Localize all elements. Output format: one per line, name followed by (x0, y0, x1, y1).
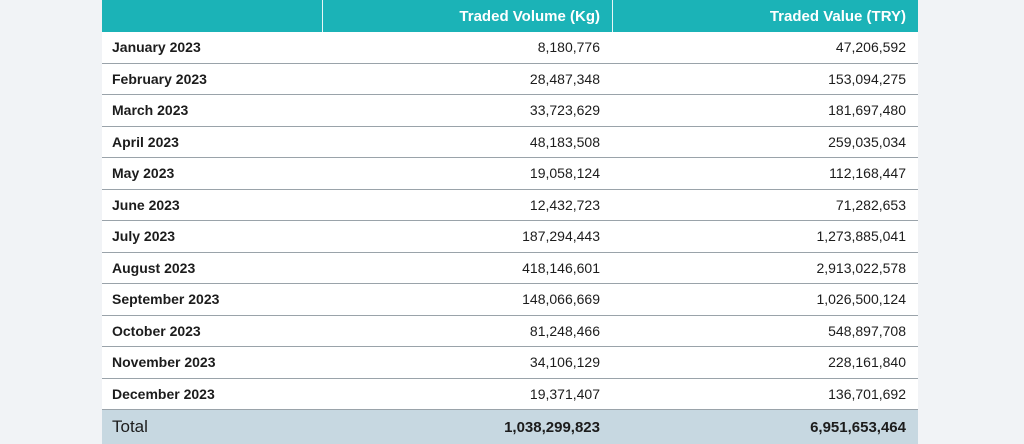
table-row: February 2023 28,487,348 153,094,275 (102, 63, 918, 95)
number-cell: 181,697,480 (828, 102, 906, 119)
number-cell: 136,701,692 (828, 385, 906, 402)
number-cell: 33,723,629 (529, 102, 600, 119)
total-cell: 6,951,653,464 (810, 418, 906, 436)
number-cell: 34,106,129 (529, 354, 600, 371)
header-cell (102, 0, 322, 32)
month-cell: October 2023 (112, 322, 201, 339)
table-row: April 2023 48,183,508 259,035,034 (102, 126, 918, 158)
number-cell: 148,066,669 (522, 291, 600, 308)
month-cell: November 2023 (112, 354, 216, 371)
table-row: November 2023 34,106,129 228,161,840 (102, 347, 918, 379)
number-cell: 28,487,348 (529, 70, 600, 87)
number-cell: 548,897,708 (828, 322, 906, 339)
number-cell: 112,168,447 (829, 165, 906, 182)
number-cell: 228,161,840 (828, 354, 906, 371)
total-label: Total (112, 417, 148, 436)
table-row: July 2023 187,294,443 1,273,885,041 (102, 221, 918, 253)
number-cell: 418,146,601 (522, 259, 600, 276)
header-cell: Traded Volume (Kg) (322, 0, 612, 32)
month-cell: December 2023 (112, 385, 215, 402)
month-cell: June 2023 (112, 196, 180, 213)
total-cell: 1,038,299,823 (504, 418, 600, 436)
number-cell: 81,248,466 (529, 322, 600, 339)
table-row: June 2023 12,432,723 71,282,653 (102, 189, 918, 221)
total-row: Total 1,038,299,823 6,951,653,464 (102, 410, 918, 444)
month-cell: April 2023 (112, 133, 179, 150)
month-cell: July 2023 (112, 228, 176, 245)
table-row: December 2023 19,371,407 136,701,692 (102, 378, 918, 410)
number-cell: 1,026,500,124 (816, 291, 906, 308)
table-row: October 2023 81,248,466 548,897,708 (102, 315, 918, 347)
number-cell: 48,183,508 (529, 133, 600, 150)
number-cell: 12,432,723 (529, 196, 600, 213)
number-cell: 19,371,407 (529, 385, 600, 402)
number-cell: 187,294,443 (522, 228, 600, 245)
month-cell: May 2023 (112, 165, 175, 182)
header-row: Traded Volume (Kg) Traded Value (TRY) (102, 0, 918, 32)
number-cell: 259,035,034 (828, 133, 906, 150)
month-cell: February 2023 (112, 70, 207, 87)
number-cell: 2,913,022,578 (816, 259, 906, 276)
month-cell: September 2023 (112, 291, 220, 308)
number-cell: 71,282,653 (835, 196, 906, 213)
month-cell: January 2023 (112, 39, 201, 56)
number-cell: 47,206,592 (835, 39, 906, 56)
month-cell: August 2023 (112, 259, 196, 276)
number-cell: 1,273,885,041 (816, 228, 906, 245)
month-cell: March 2023 (112, 102, 189, 119)
number-cell: 8,180,776 (537, 39, 600, 56)
table-row: March 2023 33,723,629 181,697,480 (102, 95, 918, 127)
number-cell: 153,094,275 (828, 70, 906, 87)
table-row: May 2023 19,058,124 112,168,447 (102, 158, 918, 190)
number-cell: 19,058,124 (529, 165, 600, 182)
header-cell: Traded Value (TRY) (612, 0, 918, 32)
table-row: January 2023 8,180,776 47,206,592 (102, 32, 918, 64)
table-row: September 2023 148,066,669 1,026,500,124 (102, 284, 918, 316)
table-row: August 2023 418,146,601 2,913,022,578 (102, 252, 918, 284)
